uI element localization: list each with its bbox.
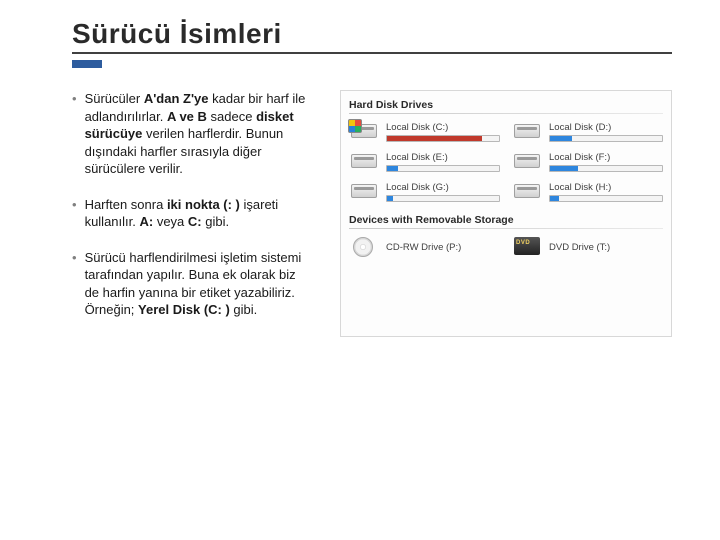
drive-item[interactable]: DVD DVD Drive (T:) (512, 235, 663, 259)
drive-meta: Local Disk (F:) (549, 152, 663, 172)
drive-item[interactable]: Local Disk (C:) (349, 120, 500, 144)
drive-label: Local Disk (C:) (386, 122, 500, 133)
bullet-item: •Sürücüler A'dan Z'ye kadar bir harf ile… (72, 90, 312, 178)
drive-grid: CD-RW Drive (P:) DVD DVD Drive (T:) (349, 235, 663, 259)
capacity-bar-fill (550, 166, 578, 171)
title-block: Sürücü İsimleri (72, 18, 672, 54)
capacity-bar (549, 135, 663, 142)
drive-meta: CD-RW Drive (P:) (386, 242, 500, 253)
bullet-dot-icon: • (72, 249, 77, 319)
capacity-bar-fill (387, 136, 482, 141)
capacity-bar-fill (387, 166, 398, 171)
capacity-bar-fill (550, 136, 572, 141)
drive-item[interactable]: Local Disk (H:) (512, 180, 663, 204)
bullet-text: Sürücü harflendirilmesi işletim sistemi … (85, 249, 312, 319)
drive-meta: Local Disk (G:) (386, 182, 500, 202)
drive-grid: Local Disk (C:) Local Disk (D:) Local Disk… (349, 120, 663, 204)
bullet-item: •Harften sonra iki nokta (: ) işareti ku… (72, 196, 312, 231)
section-header: Hard Disk Drives (349, 99, 663, 111)
drive-item[interactable]: CD-RW Drive (P:) (349, 235, 500, 259)
capacity-bar (386, 195, 500, 202)
drive-item[interactable]: Local Disk (F:) (512, 150, 663, 174)
explorer-panel: Hard Disk DrivesLocal Disk (C:)Local Dis… (340, 90, 672, 337)
drive-label: CD-RW Drive (P:) (386, 242, 500, 253)
drive-label: Local Disk (F:) (549, 152, 663, 163)
capacity-bar (386, 135, 500, 142)
drive-item[interactable]: Local Disk (D:) (512, 120, 663, 144)
drive-label: DVD Drive (T:) (549, 242, 663, 253)
bullet-dot-icon: • (72, 196, 77, 231)
section-rule (349, 113, 663, 114)
drive-meta: DVD Drive (T:) (549, 242, 663, 253)
drive-meta: Local Disk (C:) (386, 122, 500, 142)
drive-meta: Local Disk (H:) (549, 182, 663, 202)
capacity-bar (549, 165, 663, 172)
capacity-bar (549, 195, 663, 202)
page-title: Sürücü İsimleri (72, 18, 672, 50)
drive-label: Local Disk (H:) (549, 182, 663, 193)
bullet-dot-icon: • (72, 90, 77, 178)
hard-disk-icon (349, 180, 379, 204)
capacity-bar (386, 165, 500, 172)
content-columns: •Sürücüler A'dan Z'ye kadar bir harf ile… (72, 90, 672, 337)
cd-drive-icon (349, 235, 379, 259)
hard-disk-icon (349, 120, 379, 144)
drive-item[interactable]: Local Disk (E:) (349, 150, 500, 174)
bullet-list: •Sürücüler A'dan Z'ye kadar bir harf ile… (72, 90, 312, 337)
accent-bar (72, 60, 102, 68)
capacity-bar-fill (387, 196, 393, 201)
hard-disk-icon (512, 180, 542, 204)
section-rule (349, 228, 663, 229)
drive-label: Local Disk (G:) (386, 182, 500, 193)
slide: Sürücü İsimleri •Sürücüler A'dan Z'ye ka… (0, 0, 720, 361)
hard-disk-icon (349, 150, 379, 174)
section-header: Devices with Removable Storage (349, 214, 663, 226)
drive-meta: Local Disk (E:) (386, 152, 500, 172)
drive-item[interactable]: Local Disk (G:) (349, 180, 500, 204)
bullet-text: Sürücüler A'dan Z'ye kadar bir harf ile … (85, 90, 312, 178)
windows-badge-icon (348, 119, 362, 133)
bullet-text: Harften sonra iki nokta (: ) işareti kul… (85, 196, 312, 231)
hard-disk-icon (512, 120, 542, 144)
drive-label: Local Disk (D:) (549, 122, 663, 133)
dvd-drive-icon: DVD (512, 235, 542, 259)
hard-disk-icon (512, 150, 542, 174)
drive-label: Local Disk (E:) (386, 152, 500, 163)
bullet-item: •Sürücü harflendirilmesi işletim sistemi… (72, 249, 312, 319)
drive-meta: Local Disk (D:) (549, 122, 663, 142)
capacity-bar-fill (550, 196, 559, 201)
